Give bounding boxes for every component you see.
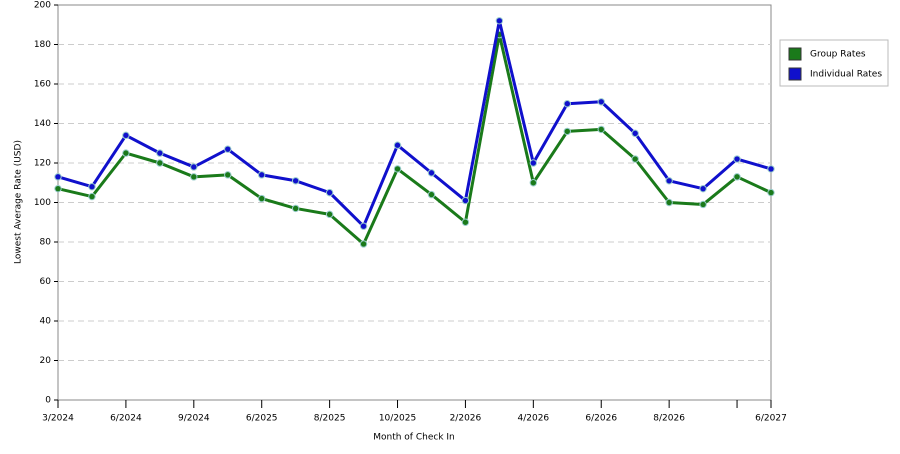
x-tick-label: 9/2024 [178,414,210,424]
legend-label: Individual Rates [810,70,882,80]
point [359,240,368,248]
point [495,17,504,25]
x-tick-label: 6/2024 [110,414,142,424]
point [156,159,164,167]
point [733,155,741,163]
point [665,177,673,185]
y-tick-label: 0 [45,396,51,406]
point [122,149,130,157]
x-tick-label: 4/2026 [517,414,549,424]
point [767,188,775,197]
point [190,163,198,171]
y-tick-label: 60 [40,277,52,287]
y-tick-label: 180 [34,40,51,50]
y-tick-label: 200 [34,1,51,11]
y-tick-label: 80 [40,238,52,248]
legend-label: Group Rates [810,50,866,60]
point [224,145,232,153]
y-tick-label: 140 [34,119,51,129]
series-line [57,33,772,246]
y-axis-label: Lowest Average Rate (USD) [14,140,24,264]
point [529,179,538,187]
point [88,192,96,201]
point [393,165,402,173]
y-tick-label: 100 [34,198,51,208]
point [597,125,605,134]
legend-swatch [788,67,802,81]
point [427,190,436,199]
point [461,218,470,226]
legend-swatch [788,47,802,61]
point [190,173,198,181]
point [325,210,334,219]
series-line [57,19,772,228]
point [291,204,300,213]
point [563,100,571,108]
point [54,173,62,181]
x-tick-label: 8/2026 [653,414,685,424]
y-tick-label: 40 [40,317,52,327]
point [393,141,402,149]
point [631,129,639,138]
point [733,173,741,181]
y-tick-label: 120 [34,159,51,169]
point [88,183,96,191]
point [427,169,436,177]
y-tick-label: 20 [40,356,52,366]
point [258,194,266,203]
point [291,177,300,185]
point [529,159,538,167]
x-tick-label: 3/2024 [42,414,74,424]
x-tick-label: 6/2027 [755,414,787,424]
point [665,198,673,207]
point [631,155,639,163]
point [699,200,707,209]
point [597,98,605,106]
x-tick-label: 2/2026 [450,414,482,424]
point [699,184,707,193]
point [359,222,368,230]
point [461,196,470,205]
point [122,131,130,140]
x-tick-label: 10/2025 [379,414,416,424]
plot-frame [57,4,772,401]
point [156,149,164,157]
x-tick-label: 6/2025 [246,414,278,424]
point [224,171,232,179]
point [325,188,334,197]
point [767,165,775,173]
point [54,184,62,193]
point [258,171,266,179]
y-tick-label: 160 [34,80,51,90]
x-axis-label: Month of Check In [373,433,455,443]
x-tick-label: 8/2025 [314,414,346,424]
point [563,127,571,136]
x-tick-label: 6/2026 [585,414,617,424]
